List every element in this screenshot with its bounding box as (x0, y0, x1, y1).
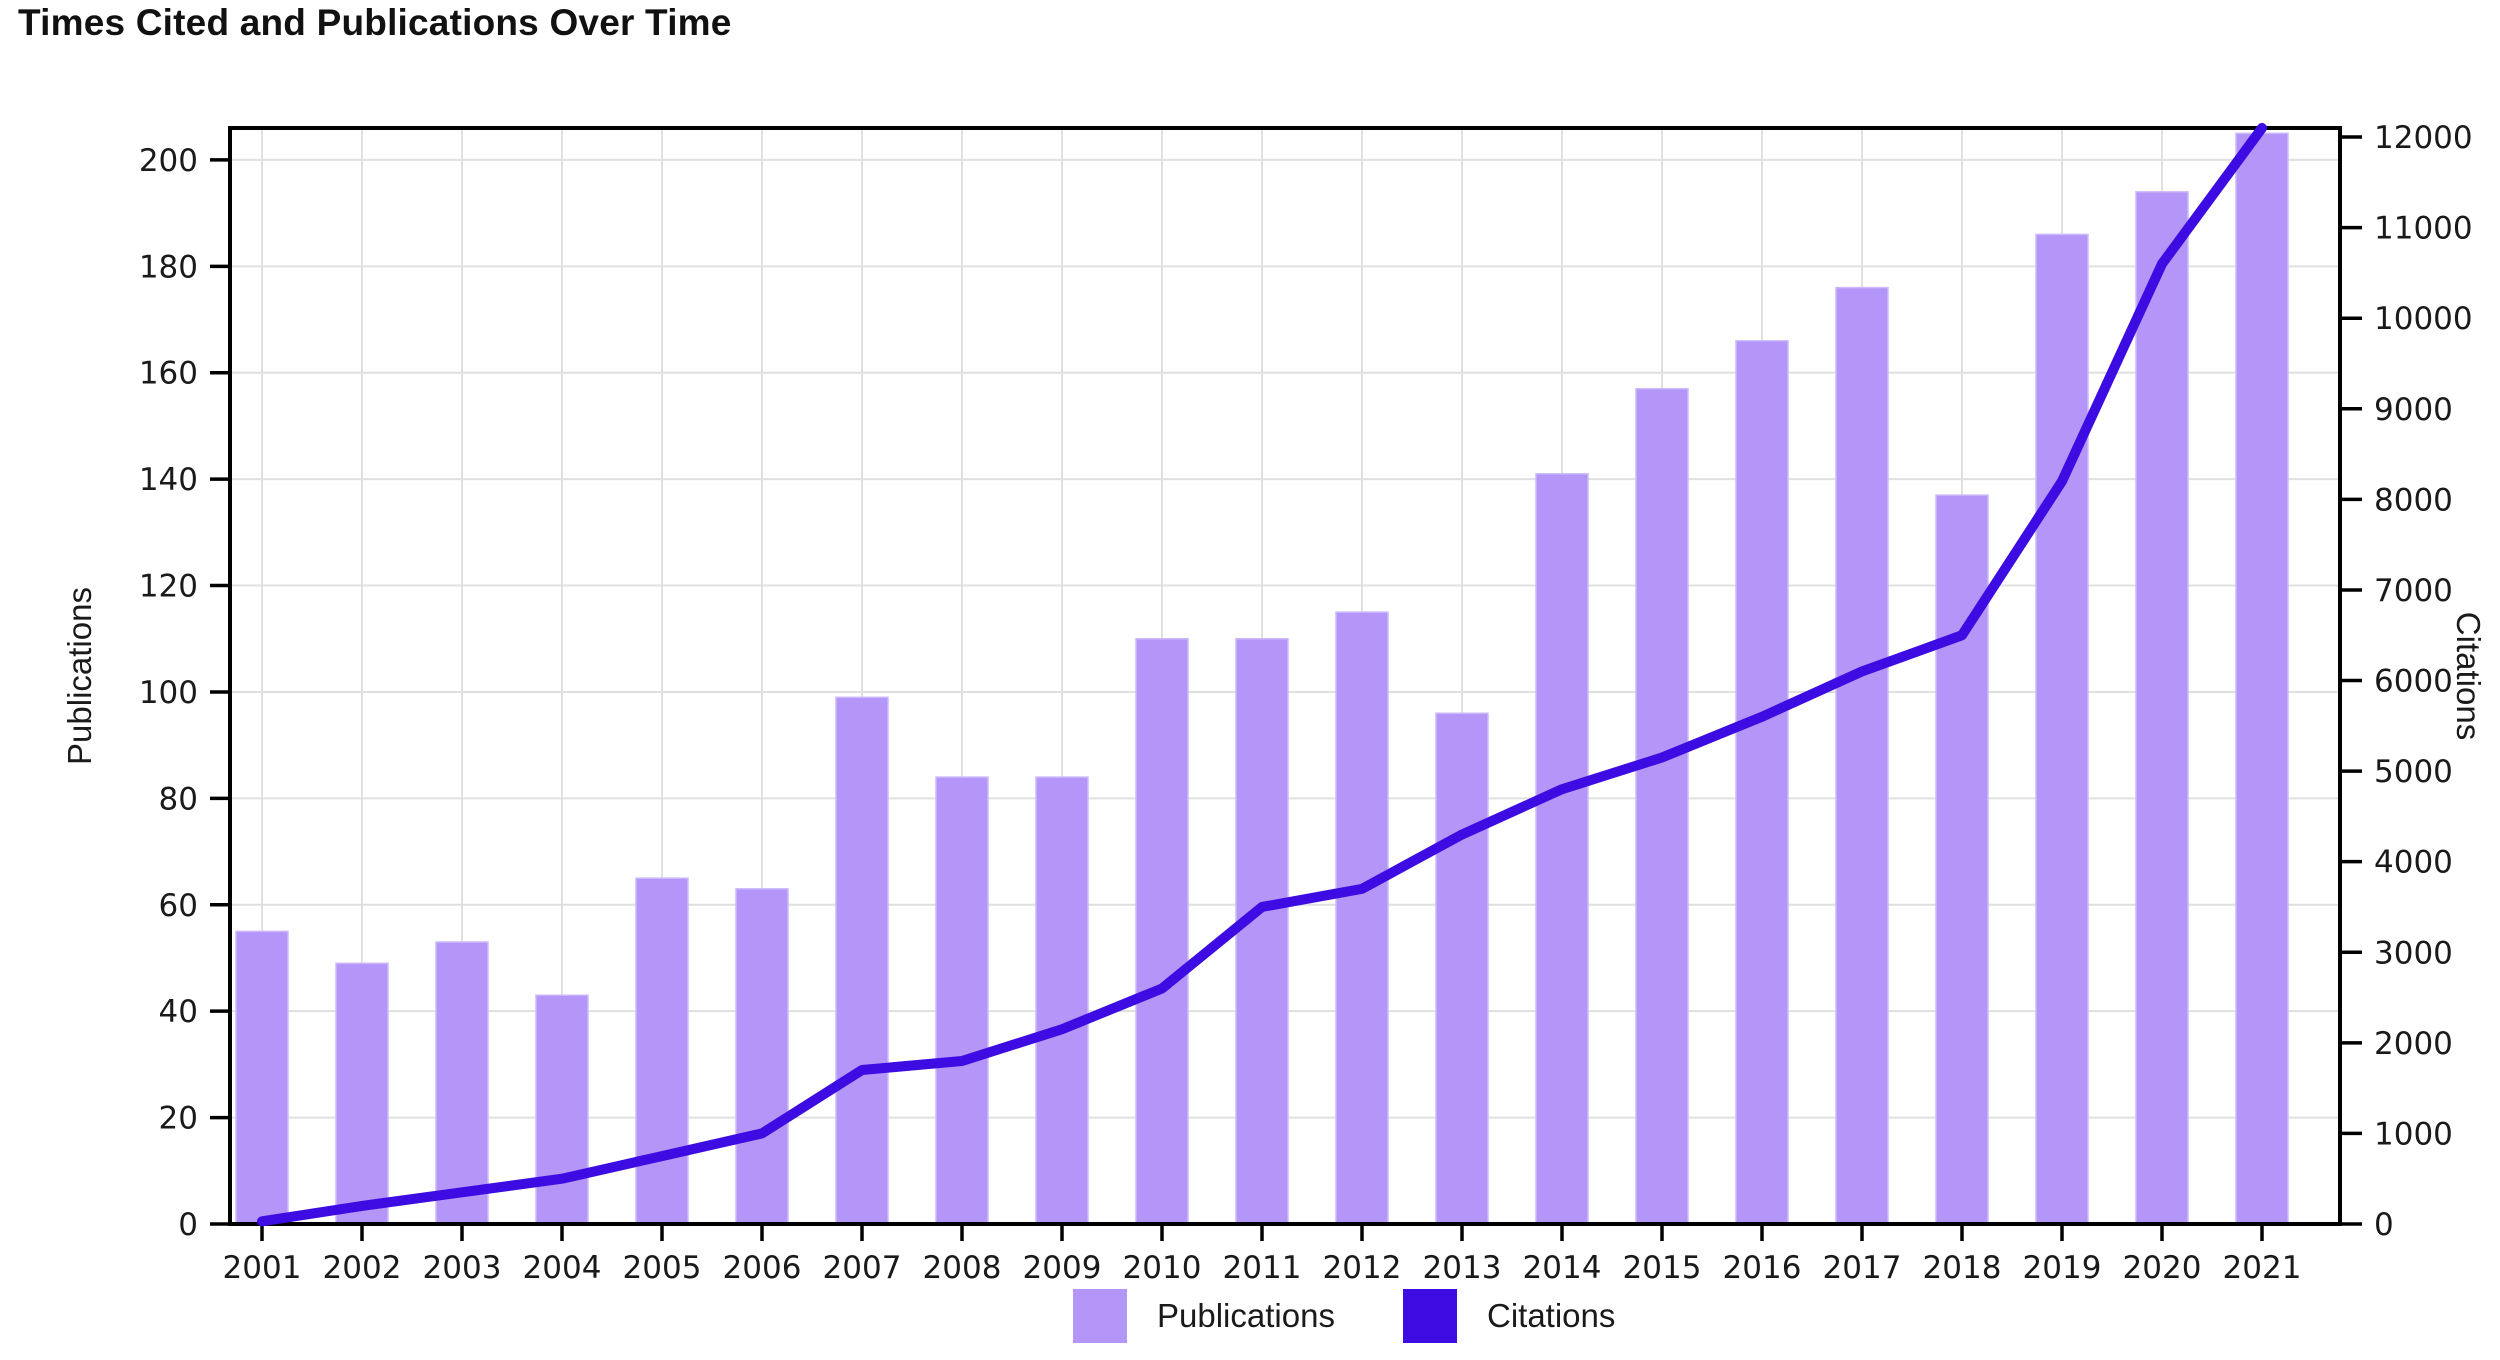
left-tick-label-160: 160 (139, 356, 198, 392)
bar-2003 (435, 941, 489, 1225)
bar-2015 (1635, 387, 1689, 1225)
right-tick-label-10000: 10000 (2374, 301, 2473, 337)
bar-2004 (535, 994, 589, 1225)
bar-2002 (335, 962, 389, 1225)
left-axis-title: Publications (61, 587, 98, 765)
x-tick-label-2014: 2014 (1523, 1250, 1602, 1286)
citations-line (257, 123, 2267, 1227)
right-tick-label-11000: 11000 (2374, 211, 2473, 247)
left-tick-label-120: 120 (139, 569, 198, 605)
bar-2014 (1535, 473, 1589, 1225)
left-tick-label-40: 40 (159, 994, 198, 1030)
bar-2021 (2235, 132, 2289, 1225)
legend-swatch-citations (1403, 1289, 1457, 1343)
left-tick-label-60: 60 (159, 888, 198, 924)
bar-2016 (1735, 340, 1789, 1225)
x-tick-label-2007: 2007 (823, 1250, 902, 1286)
bar-2009 (1035, 776, 1089, 1225)
bar-2017 (1835, 286, 1889, 1225)
x-tick-label-2018: 2018 (1923, 1250, 2002, 1286)
x-tick-label-2021: 2021 (2223, 1250, 2302, 1286)
x-tick-label-2013: 2013 (1423, 1250, 1502, 1286)
x-tick-label-2003: 2003 (423, 1250, 502, 1286)
x-tick-label-2009: 2009 (1023, 1250, 1102, 1286)
left-tick-label-80: 80 (159, 781, 198, 817)
x-tick-label-2020: 2020 (2123, 1250, 2202, 1286)
x-tick-label-2008: 2008 (923, 1250, 1002, 1286)
x-tick-label-2015: 2015 (1623, 1250, 1702, 1286)
right-tick-label-2000: 2000 (2374, 1026, 2453, 1062)
left-tick-label-20: 20 (159, 1101, 198, 1137)
bar-2007 (835, 696, 889, 1225)
right-axis-title: Citations (2450, 611, 2487, 741)
bar-2013 (1435, 712, 1489, 1225)
bar-2008 (935, 776, 989, 1225)
right-tick-label-5000: 5000 (2374, 754, 2453, 790)
left-tick-label-100: 100 (139, 675, 198, 711)
legend-label-publications: Publications (1157, 1297, 1335, 1334)
bar-2005 (635, 877, 689, 1225)
x-tick-label-2006: 2006 (723, 1250, 802, 1286)
left-tick-label-140: 140 (139, 462, 198, 498)
legend-label-citations: Citations (1487, 1297, 1616, 1334)
right-tick-label-12000: 12000 (2374, 120, 2473, 156)
right-tick-label-9000: 9000 (2374, 392, 2453, 428)
left-tick-label-180: 180 (139, 249, 198, 285)
x-tick-label-2016: 2016 (1723, 1250, 1802, 1286)
right-tick-label-6000: 6000 (2374, 664, 2453, 700)
right-tick-label-4000: 4000 (2374, 845, 2453, 881)
x-tick-label-2001: 2001 (223, 1250, 302, 1286)
x-tick-label-2004: 2004 (523, 1250, 602, 1286)
x-tick-label-2011: 2011 (1223, 1250, 1302, 1286)
bar-2012 (1335, 611, 1389, 1225)
x-tick-label-2017: 2017 (1823, 1250, 1902, 1286)
bar-2020 (2135, 191, 2189, 1225)
right-tick-label-7000: 7000 (2374, 573, 2453, 609)
left-tick-label-200: 200 (139, 143, 198, 179)
bar-2019 (2035, 233, 2089, 1225)
bar-2010 (1135, 638, 1189, 1225)
bar-2011 (1235, 638, 1289, 1225)
chart-title: Times Cited and Publications Over Time (18, 2, 732, 43)
left-tick-label-0: 0 (178, 1207, 198, 1243)
x-tick-label-2012: 2012 (1323, 1250, 1402, 1286)
plot-frame (228, 126, 2342, 1226)
x-tick-label-2005: 2005 (623, 1250, 702, 1286)
right-tick-label-0: 0 (2374, 1207, 2394, 1243)
x-tick-label-2019: 2019 (2023, 1250, 2102, 1286)
right-tick-label-8000: 8000 (2374, 482, 2453, 518)
bar-2001 (235, 930, 289, 1225)
x-tick-label-2002: 2002 (323, 1250, 402, 1286)
x-tick-label-2010: 2010 (1123, 1250, 1202, 1286)
right-tick-label-1000: 1000 (2374, 1116, 2453, 1152)
legend-swatch-publications (1073, 1289, 1127, 1343)
bar-2006 (735, 888, 789, 1225)
right-tick-label-3000: 3000 (2374, 935, 2453, 971)
